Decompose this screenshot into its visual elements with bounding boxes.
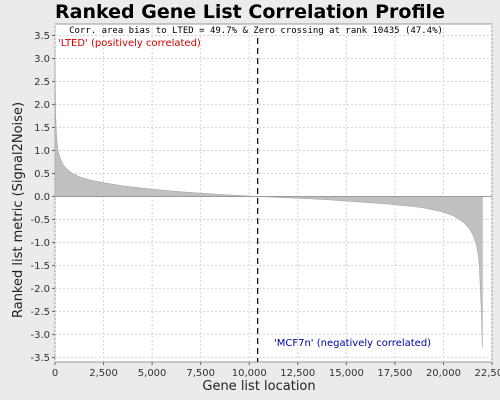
x-tick-label: 20,000 <box>426 368 461 379</box>
x-tick-label: 15,000 <box>329 368 364 379</box>
y-tick-label: -1.5 <box>30 261 50 272</box>
negative-correlation-label: 'MCF7n' (negatively correlated) <box>274 338 431 349</box>
y-tick-label: -3.0 <box>30 330 50 341</box>
y-tick-label: 3.0 <box>34 54 50 65</box>
y-tick-label: 1.5 <box>34 123 50 134</box>
x-tick-label: 5,000 <box>138 368 167 379</box>
y-tick-label: 2.5 <box>34 77 50 88</box>
y-tick-label: -1.0 <box>30 238 50 249</box>
area-series <box>54 38 492 362</box>
y-tick-label: 2.0 <box>34 100 50 111</box>
x-tick-label: 17,500 <box>377 368 412 379</box>
y-tick-label: 0.0 <box>34 192 50 203</box>
x-tick-label: 22,500 <box>475 368 500 379</box>
chart-title: Ranked Gene List Correlation Profile <box>55 1 445 23</box>
x-tick-label: 0 <box>52 368 58 379</box>
x-tick-label: 10,000 <box>232 368 267 379</box>
y-tick-label: -2.5 <box>30 307 50 318</box>
x-tick-label: 2,500 <box>89 368 118 379</box>
metric-area <box>54 49 483 349</box>
y-axis-label: Ranked list metric (Signal2Noise) <box>11 102 26 318</box>
y-tick-label: -2.0 <box>30 284 50 295</box>
x-tick-label: 7,500 <box>186 368 215 379</box>
y-tick-label: 0.5 <box>34 169 50 180</box>
grid-lines <box>54 24 493 362</box>
y-tick-label: -0.5 <box>30 215 50 226</box>
positive-correlation-label: 'LTED' (positively correlated) <box>58 38 201 49</box>
x-axis-label: Gene list location <box>202 379 315 394</box>
y-tick-label: 3.5 <box>34 31 50 42</box>
y-tick-label: -3.5 <box>30 353 50 364</box>
x-tick-label: 12,500 <box>280 368 315 379</box>
axes: 3.5 3.0 2.5 2.0 1.5 1.0 0.5 0.0 -0.5 -1.0 -1.5 -2.0… <box>30 31 500 379</box>
y-tick-label: 1.0 <box>34 146 50 157</box>
chart-annotation: Corr. area bias to LTED = 49.7% & Zero c… <box>69 26 443 36</box>
